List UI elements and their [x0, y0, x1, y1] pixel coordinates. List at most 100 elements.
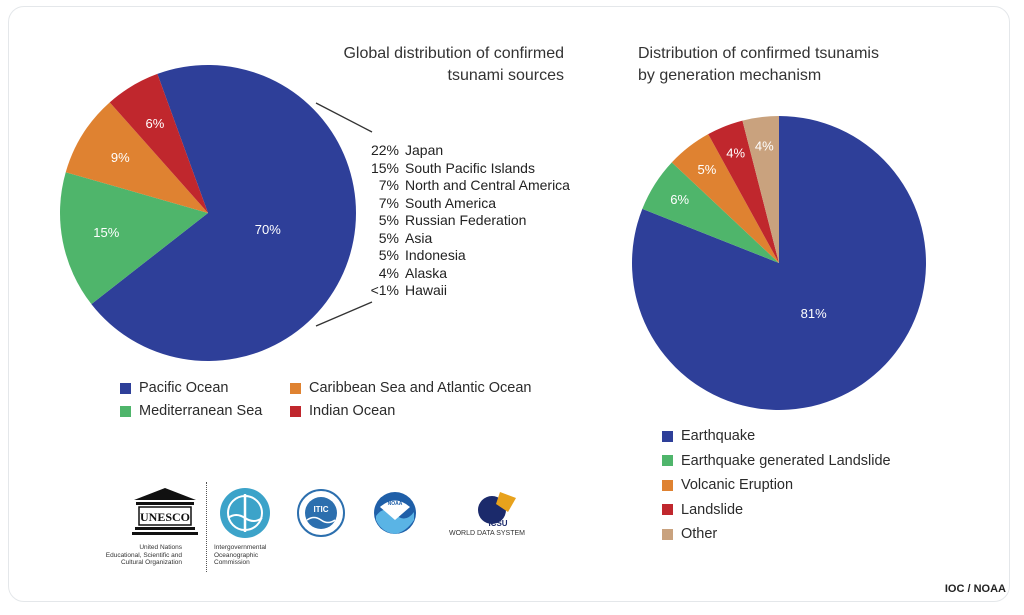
- unesco-caption-line1: United Nations: [139, 544, 182, 551]
- legend-swatch: [662, 479, 673, 491]
- unesco-caption: United Nations Educational, Scientific a…: [90, 544, 182, 567]
- left-chart-title: Global distribution of confirmed tsunami…: [300, 43, 564, 87]
- breakdown-label: Indonesia: [405, 247, 466, 263]
- ioc-caption-line1: Intergovernmental: [214, 544, 267, 551]
- wds-caption: WORLD DATA SYSTEM: [449, 530, 525, 537]
- legend-label: Earthquake generated Landslide: [681, 452, 891, 469]
- left-pie-data-label-indian-ocean: 6%: [146, 116, 165, 131]
- right-pie-slice-earthquake-generated-landslide: [642, 162, 779, 263]
- unesco-ioc-divider: [206, 482, 208, 572]
- left-pie-data-label-caribbean-sea-and-atlantic-ocean: 9%: [111, 150, 130, 165]
- right-pie-data-label-earthquake: 81%: [801, 306, 827, 321]
- breakdown-label: North and Central America: [405, 177, 570, 193]
- left-legend-item-pacific-ocean: Pacific Ocean: [120, 380, 228, 396]
- breakdown-row-south-america: 7% South America: [366, 195, 570, 213]
- breakdown-row-north-and-central-america: 7% North and Central America: [366, 177, 570, 195]
- breakdown-label: Japan: [405, 142, 444, 158]
- breakdown-row-hawaii: <1% Hawaii: [366, 282, 570, 300]
- breakdown-connector-bottom: [315, 301, 373, 327]
- breakdown-row-asia: 5% Asia: [366, 230, 570, 248]
- right-legend-item-earthquake-generated-landslide: Earthquake generated Landslide: [662, 453, 891, 469]
- legend-label: Mediterranean Sea: [139, 403, 263, 419]
- right-legend-item-other: Other: [662, 526, 717, 542]
- right-chart-title-line2: by generation mechanism: [638, 67, 822, 84]
- breakdown-row-south-pacific-islands: 15% South Pacific Islands: [366, 160, 570, 178]
- breakdown-value: 15%: [370, 159, 399, 176]
- breakdown-label: Hawaii: [405, 282, 448, 298]
- left-pie-chart: 70% 15% 9% 6%: [60, 64, 357, 361]
- breakdown-label: South Pacific Islands: [405, 159, 535, 176]
- legend-label: Caribbean Sea and Atlantic Ocean: [309, 380, 532, 396]
- right-pie-chart: 81% 6% 5% 4% 4%: [632, 116, 926, 410]
- right-chart-title-line1: Distribution of confirmed tsunamis: [638, 45, 879, 62]
- unesco-logo: UNESCO: [132, 488, 198, 535]
- legend-swatch: [120, 405, 131, 417]
- noaa-logo: NOAA: [374, 492, 416, 534]
- noaa-wordmark: NOAA: [388, 501, 403, 507]
- legend-swatch: [662, 455, 673, 466]
- legend-swatch: [662, 504, 673, 515]
- breakdown-value: 5%: [378, 212, 399, 228]
- ioc-caption-line2: Oceanographic: [214, 551, 259, 559]
- right-pie-slice-other: [742, 116, 779, 263]
- unesco-caption-line2: Educational, Scientific and: [105, 551, 182, 559]
- breakdown-row-japan: 22% Japan: [366, 142, 570, 160]
- breakdown-row-alaska: 4% Alaska: [366, 265, 570, 283]
- image-credit: IOC / NOAA: [944, 583, 1006, 595]
- legend-label: Other: [681, 526, 718, 542]
- pacific-breakdown-list: 22% Japan 15% South Pacific Islands 7% North …: [366, 142, 570, 300]
- right-legend-item-volcanic-eruption: Volcanic Eruption: [662, 477, 793, 493]
- legend-swatch: [290, 382, 301, 394]
- left-pie-slice-mediterranean-sea: [60, 172, 208, 305]
- unesco-wordmark: UNESCO: [140, 510, 190, 524]
- breakdown-label: South America: [405, 194, 497, 211]
- breakdown-value: 7%: [378, 177, 399, 193]
- right-chart-legend: Earthquake Earthquake generated Landslide…: [662, 428, 962, 553]
- breakdown-connector-top: [315, 102, 373, 133]
- wds-logo: ICSU: [478, 492, 516, 528]
- breakdown-row-indonesia: 5% Indonesia: [366, 247, 570, 265]
- legend-label: Pacific Ocean: [139, 380, 229, 396]
- left-pie-slice-caribbean-sea-and-atlantic-ocean: [65, 102, 208, 213]
- right-chart-title: Distribution of confirmed tsunamis by ge…: [638, 43, 938, 87]
- legend-swatch: [290, 405, 301, 417]
- legend-label: Indian Ocean: [309, 403, 396, 419]
- wds-wordmark: ICSU: [488, 519, 507, 528]
- ioc-caption: Intergovernmental Oceanographic Commissi…: [214, 544, 284, 567]
- right-pie-data-label-landslide: 4%: [726, 146, 745, 161]
- right-pie-data-label-other: 4%: [755, 138, 774, 153]
- organization-logos: UNESCO United Nations Educational, Scien…: [90, 478, 540, 573]
- left-pie-data-label-pacific-ocean: 70%: [255, 222, 281, 237]
- legend-swatch: [662, 528, 673, 540]
- right-legend-item-landslide: Landslide: [662, 502, 743, 518]
- unesco-caption-line3: Cultural Organization: [120, 559, 182, 566]
- right-pie-slice-landslide: [708, 120, 779, 263]
- left-chart-title-line2: tsunami sources: [447, 67, 565, 84]
- left-legend-item-mediterranean-sea: Mediterranean Sea: [120, 403, 262, 419]
- itic-wordmark: ITIC: [313, 505, 328, 514]
- left-legend-item-indian-ocean: Indian Ocean: [290, 403, 395, 419]
- right-legend-item-earthquake: Earthquake: [662, 428, 755, 444]
- breakdown-value: 4%: [378, 264, 399, 281]
- right-pie-data-label-volcanic-eruption: 5%: [698, 162, 717, 177]
- legend-swatch: [120, 382, 131, 394]
- legend-label: Landslide: [681, 501, 744, 518]
- left-pie-data-label-mediterranean-sea: 15%: [93, 225, 119, 240]
- breakdown-value: 5%: [378, 247, 399, 263]
- breakdown-value: 5%: [378, 229, 399, 246]
- breakdown-value: <1%: [370, 282, 399, 298]
- breakdown-label: Russian Federation: [405, 212, 527, 228]
- ioc-logo: [220, 488, 270, 538]
- left-chart-legend: Pacific Ocean Caribbean Sea and Atlantic …: [120, 380, 580, 430]
- breakdown-label: Alaska: [405, 264, 448, 281]
- left-pie-slice-pacific-ocean: [91, 64, 357, 361]
- breakdown-label: Asia: [405, 229, 433, 246]
- breakdown-row-russian-federation: 5% Russian Federation: [366, 212, 570, 230]
- left-pie-slice-indian-ocean: [109, 73, 208, 213]
- legend-label: Volcanic Eruption: [681, 477, 794, 493]
- breakdown-value: 22%: [370, 142, 399, 158]
- ioc-caption-line3: Commission: [214, 559, 250, 566]
- right-pie-slice-volcanic-eruption: [671, 134, 779, 263]
- left-chart-title-line1: Global distribution of confirmed: [343, 45, 564, 62]
- legend-label: Earthquake: [681, 428, 756, 444]
